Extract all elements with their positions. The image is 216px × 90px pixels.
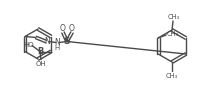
Text: S: S	[64, 37, 70, 46]
Text: OH: OH	[36, 60, 46, 67]
Text: O: O	[60, 24, 66, 33]
Text: N: N	[44, 37, 50, 46]
Text: O: O	[69, 24, 75, 33]
Text: CH₃: CH₃	[166, 73, 178, 78]
Text: HO: HO	[24, 41, 34, 48]
Text: CH₃: CH₃	[168, 14, 180, 20]
Text: H: H	[54, 44, 60, 50]
Text: B: B	[37, 47, 43, 56]
Text: CH₃: CH₃	[167, 31, 179, 37]
Text: N: N	[54, 38, 60, 47]
